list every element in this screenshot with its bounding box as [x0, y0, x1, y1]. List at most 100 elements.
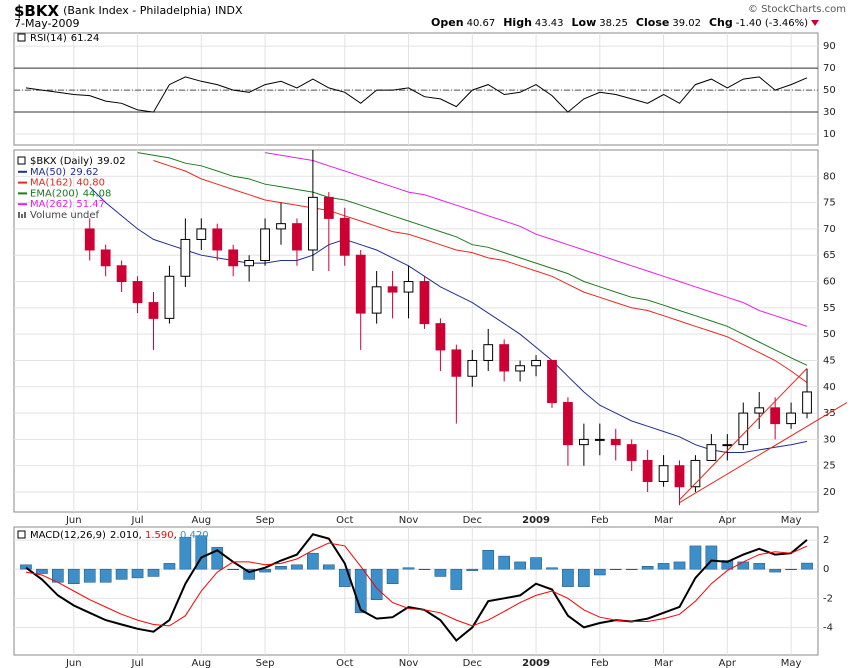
- histogram-bar: [673, 561, 686, 570]
- quote-label: Chg: [709, 16, 733, 29]
- legend-entry: MA(162) 40.80: [30, 178, 105, 189]
- candle-body: [594, 438, 605, 441]
- x-tick-label: 2009: [522, 515, 550, 526]
- candle-body: [786, 412, 796, 425]
- candle-body: [451, 349, 462, 377]
- credit: © StockCharts.com: [748, 4, 846, 15]
- candle-body: [802, 391, 812, 414]
- panel-content: [14, 150, 818, 512]
- histogram-bar: [354, 568, 367, 614]
- quote-label: High: [503, 16, 532, 29]
- x-tick-label: Nov: [399, 515, 419, 526]
- legend-icon: [17, 530, 26, 539]
- legend-name: MACD(12,26,9): [30, 530, 106, 541]
- y-tick-label: 70: [823, 63, 836, 74]
- legend-value: 40.80: [76, 178, 105, 189]
- histogram-bar: [641, 566, 654, 570]
- histogram-bar: [785, 568, 797, 570]
- x-tick-label: May: [781, 658, 802, 668]
- histogram-bar: [99, 568, 112, 583]
- candle-body: [531, 359, 541, 367]
- legend-value: 61.24: [71, 33, 100, 44]
- histogram-bar: [418, 568, 431, 570]
- y-tick-label: 30: [823, 107, 836, 118]
- y-tick-label: 55: [823, 303, 836, 314]
- candle-body: [515, 365, 525, 372]
- macd-panel: [13, 526, 819, 656]
- quote-line: Open 40.67 High 43.43 Low 38.25 Close 39.02 Chg -…: [431, 16, 808, 29]
- histogram-bar: [578, 568, 590, 587]
- candle-body: [467, 359, 478, 377]
- series-line: [265, 152, 808, 327]
- candle-body: [722, 444, 733, 447]
- histogram-bar: [530, 557, 542, 570]
- candle-body: [212, 228, 223, 251]
- candle-body: [228, 249, 239, 267]
- quote-value: 38.25: [599, 18, 628, 29]
- x-tick-label: Aug: [192, 658, 212, 668]
- legend-separator: ,: [139, 530, 145, 541]
- candle-body: [355, 254, 366, 314]
- histogram-bar: [227, 568, 240, 570]
- histogram-bar: [609, 568, 622, 570]
- y-tick-label: 20: [823, 487, 836, 498]
- candle-body: [260, 228, 270, 261]
- legend-entry: EMA(200) 44.08: [30, 188, 111, 199]
- histogram-bar: [275, 566, 287, 570]
- legend-entry: MACD(12,26,9) 2.010, 1.590, 0.420: [30, 530, 209, 541]
- histogram-bar: [291, 564, 303, 570]
- histogram-bar: [769, 568, 781, 573]
- histogram-bar: [434, 568, 447, 577]
- x-tick-label: Sep: [256, 658, 275, 668]
- legend-value: 1.590: [145, 530, 174, 541]
- histogram-bar: [195, 535, 208, 570]
- y-tick-label: 75: [823, 198, 836, 209]
- histogram-bar: [514, 561, 526, 570]
- histogram-bar: [179, 536, 192, 570]
- legend-name: RSI(14): [30, 33, 67, 44]
- price-panel: [13, 149, 819, 513]
- x-tick-label: Feb: [591, 515, 609, 526]
- y-tick-label: 30: [823, 434, 836, 445]
- legend-value: 2.010: [110, 530, 139, 541]
- x-tick-label: Jun: [65, 515, 82, 526]
- candle-body: [610, 438, 621, 446]
- histogram-bar: [705, 545, 718, 570]
- histogram-bar: [243, 568, 255, 580]
- legend-name: MA(50): [30, 167, 66, 178]
- panel-content: [14, 527, 818, 655]
- x-tick-label: Apr: [719, 515, 737, 526]
- legend-name: MA(162): [30, 178, 72, 189]
- candle-body: [419, 281, 430, 325]
- legend-separator: ,: [174, 530, 180, 541]
- candle-body: [132, 281, 143, 304]
- histogram-bar: [721, 560, 734, 570]
- quote-label: Open: [431, 16, 464, 29]
- x-tick-label: Sep: [256, 515, 275, 526]
- y-tick-label: 0: [823, 564, 829, 575]
- index-name: (Bank Index - Philadelphia): [63, 4, 211, 17]
- legend-name: EMA(200): [30, 188, 79, 199]
- candle-body: [642, 459, 653, 482]
- legend-value: 0.420: [180, 530, 209, 541]
- histogram-bar: [753, 563, 766, 570]
- legend-entry: MA(262) 51.47: [30, 199, 105, 210]
- panel-content: [14, 33, 818, 145]
- y-tick-label: 10: [823, 129, 836, 140]
- legend-value: 39.02: [97, 156, 126, 167]
- candle-body: [547, 359, 557, 404]
- y-tick-label: 25: [823, 461, 836, 472]
- histogram-bar: [737, 561, 750, 570]
- x-tick-label: Feb: [591, 658, 609, 668]
- legend-icon: [17, 33, 26, 42]
- candle-body: [483, 344, 494, 361]
- series-line: [25, 533, 808, 642]
- x-tick-label: Oct: [336, 658, 353, 668]
- candle-body: [738, 412, 749, 446]
- candle-body: [116, 265, 127, 283]
- candle-body: [563, 402, 573, 446]
- legend-value: 44.08: [83, 188, 112, 199]
- y-tick-label: 40: [823, 382, 836, 393]
- histogram-bar: [450, 568, 463, 590]
